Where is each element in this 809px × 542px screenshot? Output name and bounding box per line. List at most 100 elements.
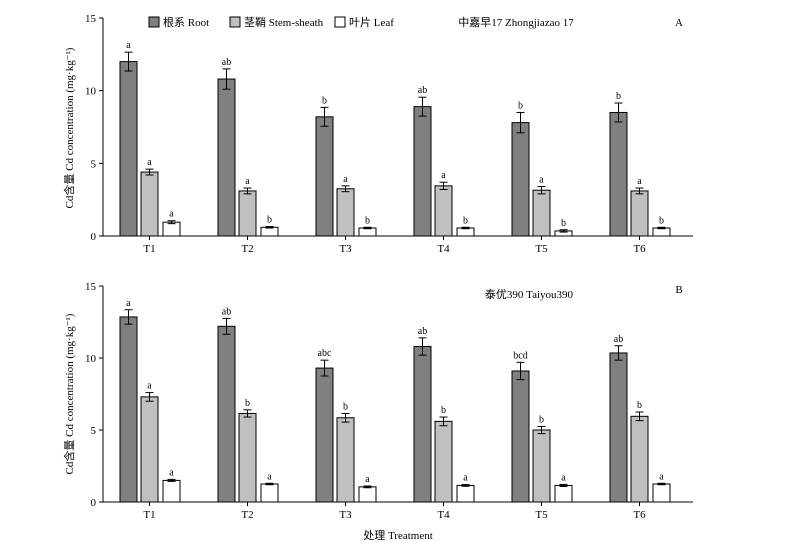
bar-stem <box>630 190 649 237</box>
significance-label: a <box>659 471 664 482</box>
significance-label: a <box>126 298 131 309</box>
x-tick-label: T4 <box>437 243 450 255</box>
legend-label-stem: 茎鞘 Stem-sheath <box>244 15 324 29</box>
bar-stem <box>140 171 159 237</box>
significance-label: b <box>322 95 327 106</box>
bar-stem <box>238 190 257 237</box>
y-tick-label: 0 <box>91 497 97 509</box>
y-tick-label: 10 <box>85 86 97 98</box>
y-tick-label: 5 <box>91 158 97 170</box>
x-tick-label: T4 <box>437 509 450 521</box>
bar-root <box>119 61 138 237</box>
bar-stem <box>140 396 159 503</box>
legend-label-leaf: 叶片 Leaf <box>349 16 394 29</box>
legend: 根系 Root 茎鞘 Stem-sheath 叶片 Leaf <box>148 15 394 29</box>
significance-label: ab <box>418 326 427 337</box>
x-tick-label: T3 <box>339 509 352 521</box>
y-tick-label: 5 <box>91 425 97 437</box>
significance-label: b <box>463 215 468 226</box>
significance-label: a <box>441 170 446 181</box>
panel-title: 中嘉早17 Zhongjiazao 17 <box>458 15 574 29</box>
bar-root <box>217 78 236 237</box>
x-tick-label: T5 <box>535 243 548 255</box>
legend-swatch-leaf <box>334 16 346 28</box>
y-tick-label: 10 <box>85 353 97 365</box>
bar-stem <box>532 429 551 503</box>
x-tick-label: T1 <box>143 243 155 255</box>
bar-leaf <box>456 484 475 503</box>
significance-label: a <box>561 472 566 483</box>
bar-stem <box>434 420 453 503</box>
significance-label: b <box>365 215 370 226</box>
bar-leaf <box>162 221 181 237</box>
bar-root <box>315 116 334 237</box>
panel-b-chart: 0 5 10 15 a a a T1 ab b a T2 abc b a T3 ab b a T4 bcd b a T5 ab b… <box>62 281 693 521</box>
significance-label: b <box>267 215 272 226</box>
significance-label: b <box>441 405 446 416</box>
bar-leaf <box>554 484 573 503</box>
x-tick-label: T2 <box>241 243 253 255</box>
significance-label: b <box>616 91 621 102</box>
legend-swatch-stem <box>229 16 241 28</box>
x-axis-label: 处理 Treatment <box>363 529 433 542</box>
y-tick-label: 15 <box>85 13 97 25</box>
x-tick-label: T2 <box>241 509 253 521</box>
panel-letter: B <box>675 284 682 296</box>
bar-leaf <box>652 483 671 503</box>
significance-label: ab <box>222 57 231 68</box>
significance-label: a <box>147 157 152 168</box>
x-tick-label: T5 <box>535 509 548 521</box>
significance-label: bcd <box>513 350 527 361</box>
y-tick-label: 0 <box>91 231 97 243</box>
panel-a-chart: 051015aaaT1ababT2babT3ababT4babT5babT6Cd… <box>62 13 693 255</box>
significance-label: b <box>659 215 664 226</box>
legend-label-root: 根系 Root <box>163 15 209 29</box>
bar-root <box>413 106 432 237</box>
significance-label: ab <box>614 334 623 345</box>
bar-root <box>609 352 628 503</box>
significance-label: a <box>365 474 370 485</box>
bar-leaf <box>358 486 377 503</box>
significance-label: a <box>169 209 174 220</box>
y-tick-label: 15 <box>85 281 97 293</box>
bar-stem <box>630 415 649 503</box>
significance-label: ab <box>418 85 427 96</box>
significance-label: a <box>343 174 348 185</box>
significance-label: a <box>126 40 131 51</box>
significance-label: a <box>169 467 174 478</box>
significance-label: ab <box>222 306 231 317</box>
y-axis-label: Cd含量 Cd concentration (mg·kg⁻¹) <box>62 47 76 208</box>
legend-swatch-root <box>148 16 160 28</box>
y-axis-label: Cd含量 Cd concentration (mg·kg⁻¹) <box>62 313 76 474</box>
bar-root <box>609 111 628 237</box>
significance-label: b <box>343 401 348 412</box>
bar-stem <box>336 417 355 503</box>
significance-label: a <box>637 176 642 187</box>
significance-label: a <box>245 176 250 187</box>
bar-leaf <box>260 226 279 237</box>
bar-stem <box>336 188 355 237</box>
bar-stem <box>532 189 551 237</box>
bar-leaf <box>162 479 181 503</box>
x-tick-label: T3 <box>339 243 352 255</box>
significance-label: abc <box>318 348 332 359</box>
bar-root <box>511 370 530 503</box>
bar-stem <box>238 412 257 503</box>
significance-label: a <box>267 471 272 482</box>
panel-letter: A <box>675 17 683 29</box>
significance-label: b <box>245 398 250 409</box>
significance-label: a <box>147 381 152 392</box>
bar-root <box>413 345 432 503</box>
significance-label: b <box>518 100 523 111</box>
bar-root <box>315 367 334 503</box>
panel-title: 泰优390 Taiyou390 <box>485 287 574 301</box>
significance-label: a <box>539 175 544 186</box>
bar-root <box>511 122 530 237</box>
significance-label: a <box>463 473 468 484</box>
bar-root <box>119 316 138 503</box>
significance-label: b <box>539 414 544 425</box>
bar-stem <box>434 185 453 237</box>
x-tick-label: T1 <box>143 509 155 521</box>
significance-label: b <box>637 400 642 411</box>
